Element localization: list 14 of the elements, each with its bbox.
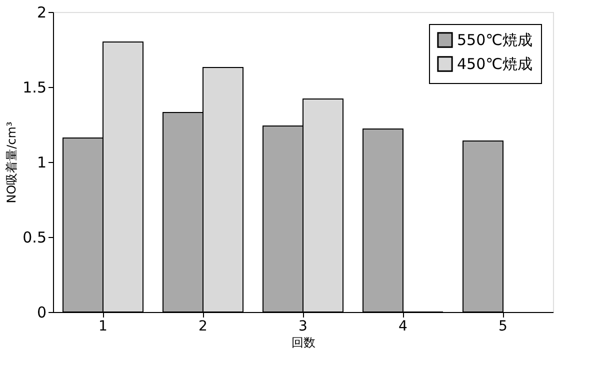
x-tick-label: 5	[498, 318, 508, 334]
y-tick-label: 1	[36, 154, 46, 172]
x-tick-label: 4	[398, 318, 408, 334]
legend-label: 550℃焼成	[457, 31, 532, 49]
y-axis-title: NO吸着量/cm³	[4, 122, 19, 204]
x-tick-label: 3	[298, 318, 308, 334]
y-tick-label: 1.5	[22, 78, 46, 96]
x-axis-title: 回数	[292, 336, 316, 350]
x-tick-label: 2	[198, 318, 208, 334]
y-tick-label: 2	[36, 4, 46, 22]
y-tick-label: 0	[36, 304, 46, 322]
x-tick-label: 1	[98, 318, 108, 334]
y-tick-label: 0.5	[22, 228, 46, 246]
legend-label: 450℃焼成	[457, 55, 532, 73]
